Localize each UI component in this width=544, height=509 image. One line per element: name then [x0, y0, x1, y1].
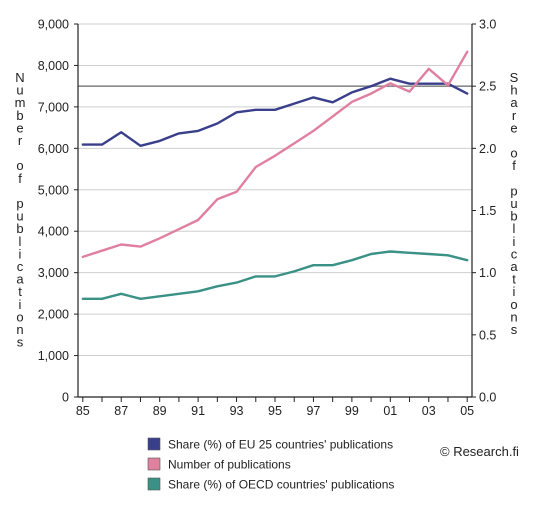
x-tick-label: 85: [76, 404, 90, 418]
x-tick-label: 03: [422, 404, 436, 418]
left-tick-label: 0: [62, 391, 69, 405]
left-tick-label: 4,000: [38, 225, 69, 239]
x-tick-label: 95: [268, 404, 282, 418]
left-tick-label: 6,000: [38, 142, 69, 156]
right-tick-label: 1.0: [479, 266, 496, 280]
left-tick-label: 9,000: [38, 18, 69, 32]
series-line-3: [81, 250, 469, 300]
x-tick-label: 99: [345, 404, 359, 418]
right-tick-label: 0.5: [479, 328, 496, 342]
right-tick-label: 2.0: [479, 142, 496, 156]
x-tick-label: 91: [191, 404, 205, 418]
legend-label: Number of publications: [168, 458, 291, 472]
legend-swatch: [147, 437, 161, 451]
left-tick-label: 5,000: [38, 183, 69, 197]
right-tick-label: 1.5: [479, 204, 496, 218]
legend-label: Share (%) of OECD countries' publication…: [168, 478, 394, 492]
left-tick-label: 1,000: [38, 349, 69, 363]
left-tick-label: 2,000: [38, 308, 69, 322]
series-line-1: [81, 77, 469, 148]
x-tick-label: 93: [230, 404, 244, 418]
left-tick-label: 7,000: [38, 100, 69, 114]
x-tick-label: 89: [153, 404, 167, 418]
legend-swatch: [147, 477, 161, 491]
x-tick-label: 87: [114, 404, 128, 418]
right-tick-label: 2.5: [479, 80, 496, 94]
series-line-2: [81, 50, 469, 259]
left-tick-label: 8,000: [38, 59, 69, 73]
right-tick-label: 0.0: [479, 391, 496, 405]
x-tick-label: 05: [460, 404, 474, 418]
legend-label: Share (%) of EU 25 countries' publicatio…: [168, 438, 393, 452]
x-tick-label: 01: [383, 404, 397, 418]
x-tick-label: 97: [306, 404, 320, 418]
left-tick-label: 3,000: [38, 266, 69, 280]
legend-swatch: [147, 457, 161, 471]
right-tick-label: 3.0: [479, 18, 496, 32]
credit-text: © Research.fi: [440, 444, 519, 459]
